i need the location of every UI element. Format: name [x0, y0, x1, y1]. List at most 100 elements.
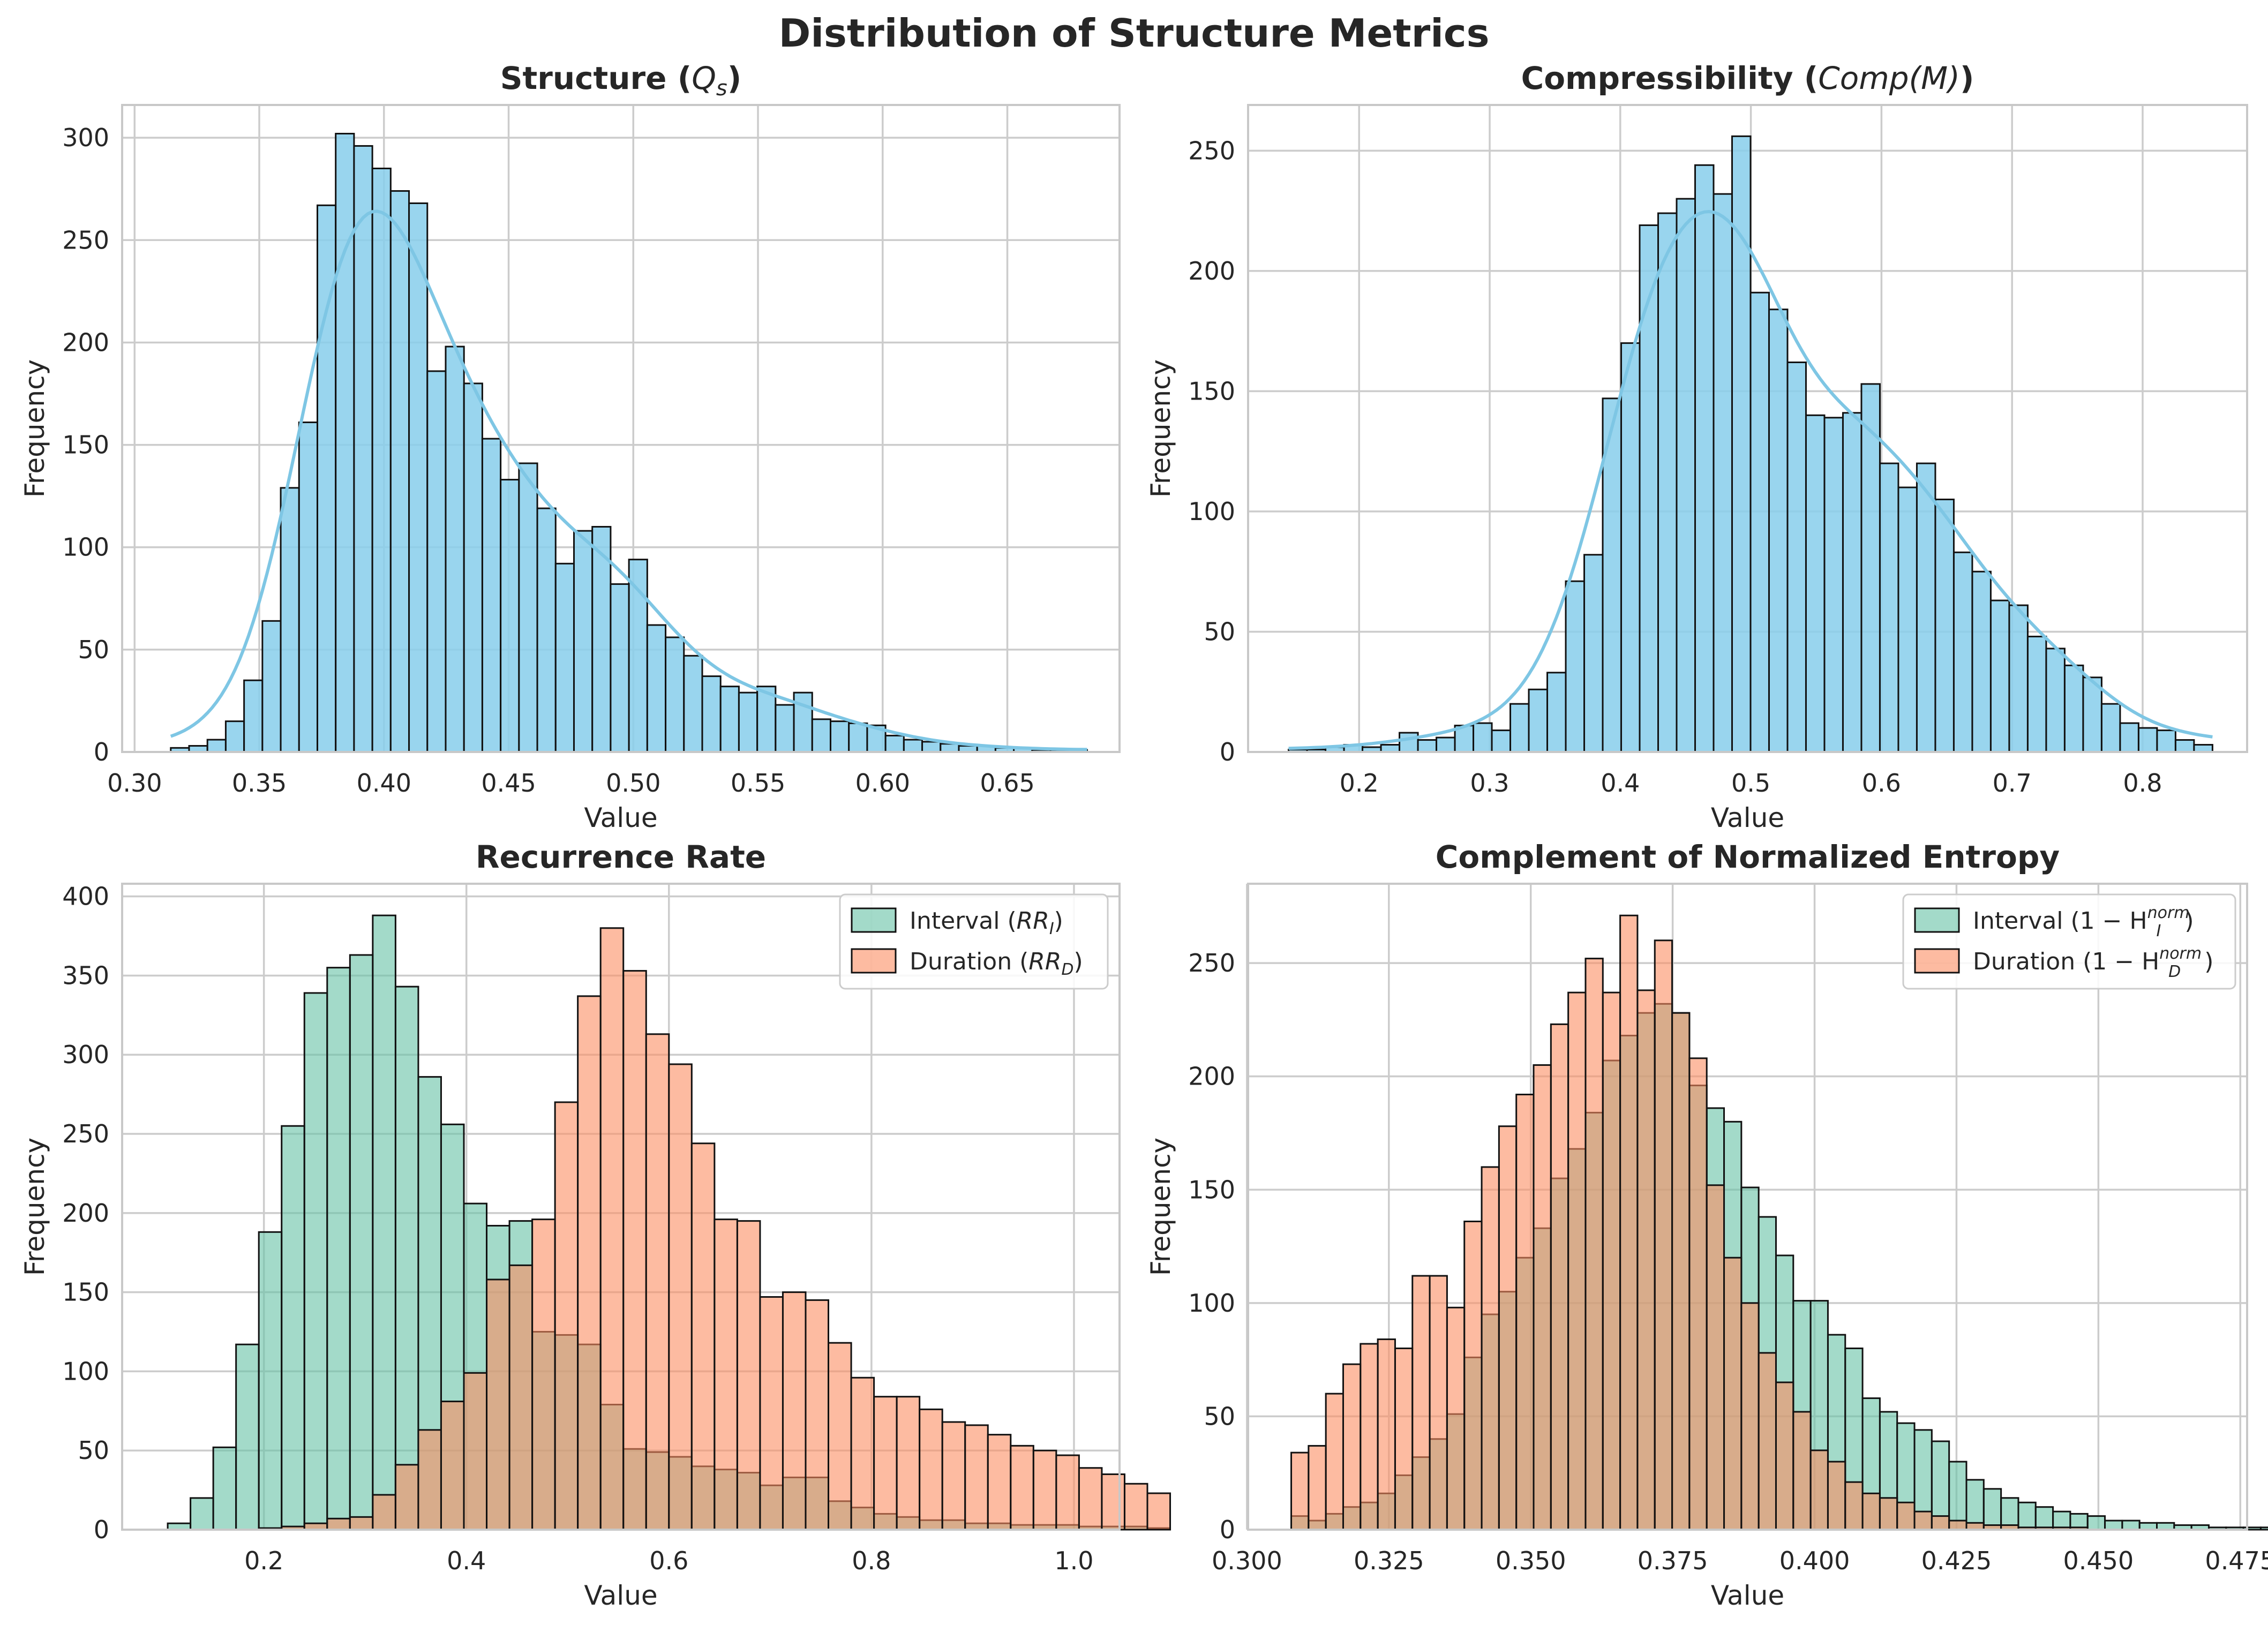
- bar: [1971, 570, 1992, 753]
- kde-curve: [1288, 209, 2213, 750]
- bar: [782, 1291, 807, 1531]
- bar: [1123, 1483, 1148, 1531]
- subplot-2: 0.2 0.3 0.4 0.5 0.6 0.7 0.8 0 50 100 150 200 250 Valu…: [1145, 60, 2248, 833]
- bar: [1491, 729, 1512, 753]
- bar: [1823, 417, 1844, 753]
- bar: [2174, 739, 2195, 753]
- bar: [261, 620, 282, 753]
- y-tick-label: 100: [62, 533, 109, 562]
- y-tick-label: 50: [78, 1436, 109, 1465]
- bar: [1827, 1461, 1846, 1531]
- bar: [1515, 1094, 1535, 1531]
- subplot-title: Complement of Normalized Entropy: [1436, 839, 2060, 875]
- bar: [668, 1063, 693, 1531]
- bar: [281, 1125, 305, 1531]
- bar: [1411, 1275, 1431, 1531]
- bar: [1620, 342, 1641, 753]
- bar: [1896, 1501, 1916, 1531]
- bar: [417, 1429, 442, 1531]
- y-tick-label: 150: [62, 431, 109, 460]
- x-tick-label: 0.375: [1638, 1546, 1708, 1575]
- x-tick-label: 0.45: [481, 769, 536, 798]
- x-tick-label: 0.7: [1993, 769, 2032, 798]
- bar: [1360, 1343, 1379, 1531]
- legend-label-duration: Duration (1 − Hnorm D): [1973, 944, 2213, 981]
- y-tick-label: 200: [62, 1199, 109, 1228]
- bar: [1982, 1488, 2002, 1531]
- subplot-1: 0.30 0.35 0.40 0.45 0.50 0.55 0.60 0.65 0 50 100 15…: [19, 60, 1121, 833]
- y-tick-label: 100: [1188, 1289, 1235, 1318]
- subplot-3: 0.2 0.4 0.6 0.8 1.0 0 50 100 150 200 250 300 350 400 V…: [19, 839, 1171, 1611]
- bar: [508, 1264, 534, 1531]
- x-tick-label: 0.350: [1496, 1546, 1566, 1575]
- bar: [1584, 958, 1604, 1531]
- x-axis-label: Value: [584, 1580, 657, 1611]
- bar: [2259, 1526, 2268, 1531]
- x-tick-label: 0.325: [1354, 1546, 1424, 1575]
- bar: [389, 190, 410, 753]
- bar: [1844, 1481, 1864, 1531]
- bar: [554, 562, 575, 753]
- y-tick-label: 300: [62, 123, 109, 152]
- bar: [224, 720, 245, 753]
- bar: [326, 967, 351, 1531]
- bar: [591, 525, 612, 753]
- bar: [1010, 1445, 1034, 1531]
- bar: [1654, 939, 1673, 1531]
- bar: [1948, 1519, 1967, 1531]
- bar: [1879, 462, 1899, 753]
- bar: [921, 741, 942, 753]
- bar: [2034, 1506, 2054, 1531]
- x-tick-label: 0.60: [855, 769, 910, 798]
- bar: [2193, 744, 2213, 753]
- bar: [1768, 309, 1789, 753]
- bar: [554, 1101, 579, 1531]
- bar: [2026, 635, 2047, 753]
- series-histogram: [170, 133, 1088, 753]
- bar: [1989, 599, 2010, 753]
- bar: [919, 1408, 943, 1531]
- bar: [987, 1434, 1012, 1531]
- bar: [1792, 1411, 1812, 1531]
- bar: [1952, 551, 1973, 753]
- y-tick-label: 300: [62, 1040, 109, 1069]
- bar: [440, 1401, 465, 1531]
- bar: [1809, 1449, 1829, 1531]
- y-tick-label: 250: [62, 225, 109, 254]
- bar: [2121, 1519, 2141, 1531]
- x-tick-label: 0.450: [2063, 1546, 2134, 1575]
- bar: [1805, 414, 1826, 753]
- bar: [1786, 362, 1807, 753]
- bar: [1619, 914, 1639, 1531]
- bar: [1713, 193, 1733, 753]
- bar: [2017, 1501, 2037, 1531]
- bar: [1308, 1445, 1327, 1531]
- bar: [1325, 1393, 1344, 1531]
- bar: [941, 1421, 966, 1531]
- bar: [1636, 989, 1656, 1531]
- bar: [2063, 664, 2084, 753]
- bar: [486, 1278, 510, 1531]
- bar: [1671, 1012, 1691, 1531]
- bar: [1749, 291, 1770, 753]
- y-tick-label: 250: [1188, 949, 1235, 977]
- plot-frame: [121, 104, 1121, 753]
- bar: [326, 1517, 351, 1531]
- subplot-title: Recurrence Rate: [476, 839, 766, 875]
- legend-label-interval: Interval (1 − Hnorm I): [1973, 904, 2194, 941]
- x-tick-label: 0.30: [107, 769, 162, 798]
- legend-label-interval: Interval (RRI): [910, 907, 1063, 938]
- figure-title: Distribution of Structure Metrics: [778, 11, 1490, 56]
- bar: [2082, 676, 2102, 753]
- legend-swatch-interval: [1914, 907, 1960, 933]
- bar: [1842, 412, 1863, 753]
- x-tick-label: 0.35: [232, 769, 287, 798]
- x-tick-label: 0.400: [1779, 1546, 1850, 1575]
- y-axis-label: Frequency: [19, 359, 50, 498]
- bar: [964, 1424, 989, 1531]
- bar: [848, 722, 868, 753]
- plot-frame: [1247, 883, 2248, 1531]
- bar: [599, 927, 625, 1531]
- bar: [445, 345, 465, 753]
